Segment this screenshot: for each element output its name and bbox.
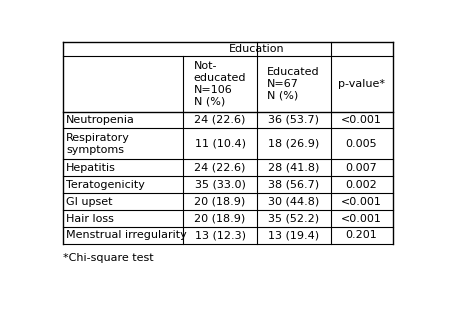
Text: 13 (12.3): 13 (12.3) [194, 230, 246, 241]
Text: Neutropenia: Neutropenia [66, 115, 135, 125]
Text: 0.005: 0.005 [346, 139, 377, 149]
Text: Educated
N=67
N (%): Educated N=67 N (%) [267, 67, 320, 100]
Text: 0.201: 0.201 [346, 230, 377, 241]
Text: 13 (19.4): 13 (19.4) [268, 230, 319, 241]
Text: 24 (22.6): 24 (22.6) [194, 163, 246, 173]
Text: <0.001: <0.001 [341, 214, 382, 224]
Text: <0.001: <0.001 [341, 197, 382, 207]
Text: Teratogenicity: Teratogenicity [66, 180, 145, 190]
Text: Respiratory
symptoms: Respiratory symptoms [66, 133, 130, 155]
Text: Not-
educated
N=106
N (%): Not- educated N=106 N (%) [194, 61, 246, 106]
Text: <0.001: <0.001 [341, 115, 382, 125]
Text: 38 (56.7): 38 (56.7) [268, 180, 319, 190]
Text: 0.007: 0.007 [346, 163, 377, 173]
Text: GI upset: GI upset [66, 197, 113, 207]
Text: 0.002: 0.002 [346, 180, 377, 190]
Text: 20 (18.9): 20 (18.9) [194, 214, 246, 224]
Text: 35 (33.0): 35 (33.0) [195, 180, 246, 190]
Text: p-value*: p-value* [338, 79, 385, 89]
Text: 36 (53.7): 36 (53.7) [268, 115, 319, 125]
Text: 11 (10.4): 11 (10.4) [194, 139, 246, 149]
Text: Menstrual irregularity: Menstrual irregularity [66, 230, 187, 241]
Text: 20 (18.9): 20 (18.9) [194, 197, 246, 207]
Text: 18 (26.9): 18 (26.9) [268, 139, 319, 149]
Text: 24 (22.6): 24 (22.6) [194, 115, 246, 125]
Text: *Chi-square test: *Chi-square test [63, 253, 154, 263]
Text: Hair loss: Hair loss [66, 214, 114, 224]
Text: 35 (52.2): 35 (52.2) [268, 214, 319, 224]
Text: Hepatitis: Hepatitis [66, 163, 116, 173]
Text: 28 (41.8): 28 (41.8) [268, 163, 319, 173]
Text: Education: Education [229, 44, 285, 54]
Text: 30 (44.8): 30 (44.8) [268, 197, 319, 207]
